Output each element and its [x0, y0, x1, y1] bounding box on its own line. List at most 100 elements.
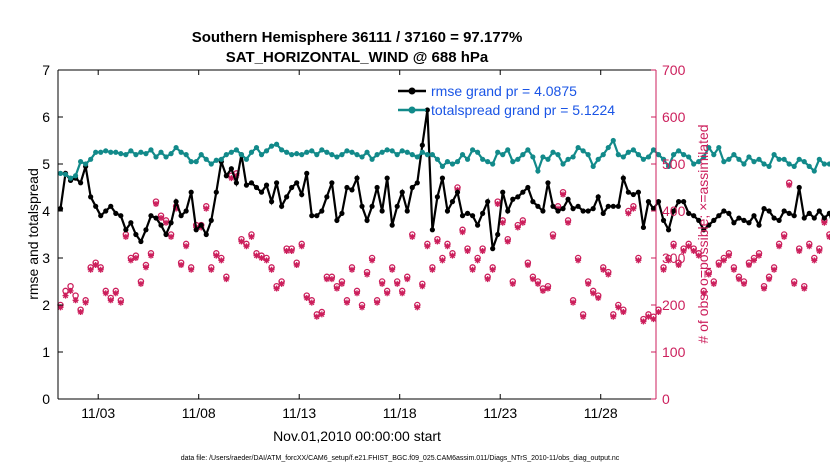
series-point-rmse — [726, 210, 732, 216]
series-point-totalspread — [178, 149, 184, 155]
obs-assimilated-point — [560, 191, 567, 198]
obs-assimilated-point — [253, 252, 260, 259]
series-point-rmse — [701, 227, 707, 233]
series-point-rmse — [273, 180, 280, 186]
series-point-totalspread — [701, 154, 707, 160]
series-point-rmse — [404, 208, 410, 214]
obs-assimilated-point — [630, 205, 637, 212]
obs-assimilated-point — [132, 255, 139, 261]
series-point-rmse — [414, 180, 420, 186]
series-point-totalspread — [183, 152, 189, 158]
series-point-rmse — [208, 217, 214, 223]
obs-assimilated-point — [318, 311, 325, 318]
series-point-totalspread — [273, 141, 280, 147]
series-point-totalspread — [711, 152, 717, 158]
obs-assimilated-point — [650, 316, 657, 323]
obs-assimilated-point — [750, 257, 757, 264]
obs-assimilated-point — [414, 304, 421, 311]
series-point-rmse — [329, 180, 335, 186]
series-point-rmse — [585, 208, 591, 214]
obs-assimilated-point — [223, 276, 230, 283]
series-point-totalspread — [148, 147, 154, 153]
chart-title: Southern Hemisphere 36111 / 37160 = 97.1… — [192, 29, 523, 46]
obs-assimilated-point — [147, 252, 154, 259]
series-point-totalspread — [826, 161, 830, 167]
series-point-totalspread — [334, 154, 340, 160]
series-point-totalspread — [399, 148, 405, 154]
x-tick-label: 11/18 — [383, 405, 417, 421]
obs-assimilated-point — [158, 215, 165, 222]
series-point-totalspread — [193, 159, 199, 165]
series-point-totalspread — [384, 147, 390, 153]
series-point-rmse — [233, 180, 239, 186]
obs-assimilated-point — [766, 276, 773, 283]
series-point-rmse — [640, 224, 647, 231]
series-point-totalspread — [676, 148, 682, 154]
obs-assimilated-point — [786, 182, 793, 189]
obs-assimilated-point — [549, 233, 556, 240]
series-point-totalspread — [113, 149, 119, 155]
obs-assimilated-point — [504, 238, 511, 245]
series-point-totalspread — [243, 156, 250, 162]
series-point-rmse — [113, 210, 119, 216]
obs-assimilated-point — [695, 252, 702, 259]
obs-assimilated-point — [620, 309, 627, 316]
obs-assimilated-point — [816, 247, 823, 254]
obs-assimilated-point — [268, 266, 275, 273]
series-point-rmse — [183, 208, 189, 214]
series-point-rmse — [128, 220, 134, 226]
series-point-totalspread — [761, 161, 767, 167]
obs-assimilated-point — [328, 276, 335, 283]
series-point-rmse — [294, 180, 300, 186]
series-point-totalspread — [480, 156, 486, 162]
series-point-totalspread — [771, 152, 777, 158]
obs-assimilated-point — [655, 309, 662, 316]
series-point-rmse — [826, 210, 830, 216]
series-point-totalspread — [218, 156, 224, 162]
series-point-rmse — [645, 199, 652, 205]
series-point-totalspread — [133, 152, 139, 158]
y-tick-label: 3 — [42, 250, 50, 266]
series-point-rmse — [123, 227, 129, 233]
series-point-totalspread — [550, 149, 556, 155]
series-point-totalspread — [379, 149, 385, 155]
ticks-layer: 11/03 11/08 11/13 11/18 11/23 11/28 0 1 2 3 4 5 6 7 0 1… — [42, 62, 685, 421]
series-point-totalspread — [635, 152, 642, 158]
series-point-rmse — [756, 222, 762, 228]
legend-label-rmse: rmse grand pr = 4.0875 — [431, 83, 577, 99]
series-point-rmse — [243, 182, 250, 188]
series-point-rmse — [364, 217, 370, 223]
series-point-totalspread — [650, 147, 657, 153]
series-point-totalspread — [726, 156, 732, 162]
series-point-totalspread — [781, 156, 787, 162]
series-point-totalspread — [389, 148, 395, 154]
obs-assimilated-point — [484, 276, 491, 283]
obs-assimilated-point — [168, 233, 175, 240]
series-point-totalspread — [228, 149, 234, 155]
obs-assimilated-point — [730, 266, 737, 273]
series-point-rmse — [153, 215, 159, 221]
series-point-rmse — [439, 175, 446, 181]
obs-assimilated-point — [77, 309, 84, 316]
series-point-rmse — [555, 208, 561, 214]
y-right-tick-label: 0 — [662, 391, 670, 407]
obs-assimilated-point — [258, 255, 265, 261]
series-point-totalspread — [610, 137, 616, 144]
series-point-totalspread — [359, 154, 365, 160]
series-point-totalspread — [168, 151, 174, 157]
series-point-totalspread — [490, 161, 496, 167]
series-point-totalspread — [78, 159, 84, 165]
series-point-rmse — [505, 208, 511, 214]
obs-assimilated-point — [715, 262, 722, 269]
obs-assimilated-point — [700, 290, 707, 297]
series-point-totalspread — [158, 149, 164, 155]
plot-area — [58, 70, 656, 399]
metric-lines-layer — [57, 107, 830, 252]
series-point-totalspread — [57, 170, 64, 176]
series-point-rmse — [98, 213, 104, 219]
series-point-totalspread — [505, 147, 511, 153]
obs-assimilated-point — [524, 262, 531, 269]
obs-assimilated-point — [248, 233, 255, 240]
obs-assimilated-point — [364, 271, 371, 278]
